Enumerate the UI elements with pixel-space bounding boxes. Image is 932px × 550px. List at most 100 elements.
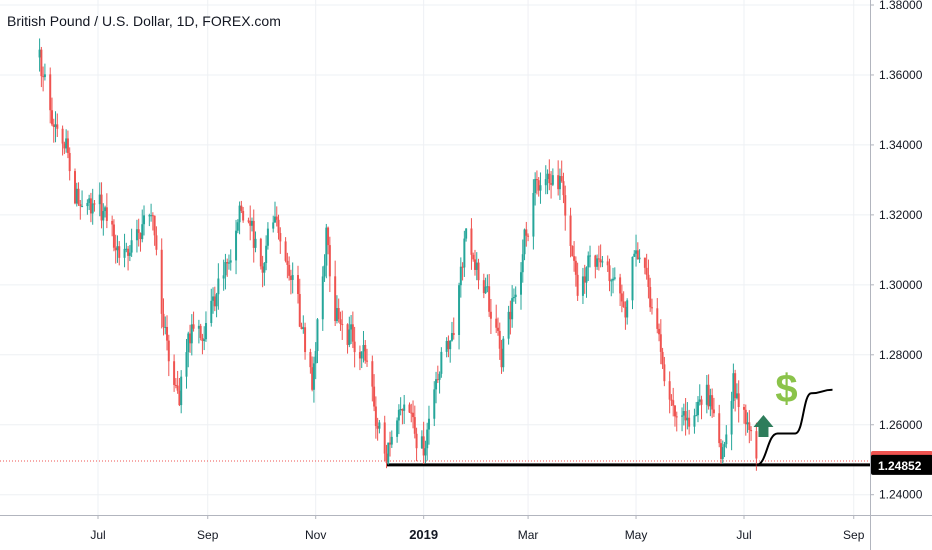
y-tick-label: 1.26000 <box>879 418 923 432</box>
candle <box>403 394 406 424</box>
candle-body <box>75 188 78 204</box>
candle-body <box>284 241 287 261</box>
candle-body <box>472 254 475 260</box>
candle <box>445 337 448 358</box>
candle-body <box>581 276 584 296</box>
candle <box>337 298 340 323</box>
candle <box>656 298 659 334</box>
candle <box>415 427 418 462</box>
candle-body <box>631 256 634 301</box>
candle <box>153 215 156 246</box>
candle <box>127 245 130 271</box>
x-tick-label: Sep <box>197 528 219 542</box>
candle <box>286 252 289 279</box>
candle-body <box>309 352 312 368</box>
candle-body <box>502 338 505 368</box>
candle <box>224 253 227 290</box>
candle-body <box>385 453 388 463</box>
candle <box>52 118 55 143</box>
candle-body <box>215 294 218 307</box>
candle-body <box>512 296 515 299</box>
candle <box>102 203 105 236</box>
x-tick-label: May <box>625 528 648 542</box>
candle-body <box>539 185 542 191</box>
candle-body <box>43 74 46 78</box>
candle-body <box>66 138 69 153</box>
candle-body <box>351 324 354 342</box>
candle-body <box>50 110 53 125</box>
candle <box>612 267 615 294</box>
candle <box>291 262 294 294</box>
candle <box>459 257 462 298</box>
candle-body <box>408 404 411 413</box>
candle-body <box>450 333 453 341</box>
candle <box>385 444 388 469</box>
candle <box>364 340 367 364</box>
candle-body <box>459 266 462 286</box>
candle <box>426 422 429 461</box>
candle-body <box>187 333 190 353</box>
candle-body <box>550 183 553 185</box>
candle-body <box>696 401 699 416</box>
candle <box>624 301 627 330</box>
candle-body <box>452 333 455 335</box>
candle <box>362 330 365 363</box>
candle <box>335 295 338 324</box>
candle-body <box>546 173 549 180</box>
candle <box>135 219 138 253</box>
candle <box>350 315 353 345</box>
candle-body <box>688 417 691 427</box>
candle <box>151 212 154 231</box>
candle-body <box>190 324 193 344</box>
candle-body <box>56 124 59 129</box>
candle-body <box>663 364 666 382</box>
candle <box>111 215 114 237</box>
candle <box>670 394 673 407</box>
candle-body <box>298 293 301 327</box>
candle-body <box>658 328 661 335</box>
candle-body <box>337 308 340 320</box>
candle-body <box>93 203 96 205</box>
candle <box>383 415 386 461</box>
candle-body <box>178 390 181 406</box>
candle-body <box>151 215 154 217</box>
candle-body <box>709 395 712 407</box>
candle <box>185 338 188 389</box>
candle-body <box>574 260 577 275</box>
candle-body <box>242 210 245 221</box>
candle <box>187 331 190 368</box>
candle <box>227 254 230 270</box>
candle-body <box>350 324 353 330</box>
candle <box>438 371 441 394</box>
x-tick-label: 2019 <box>409 527 438 542</box>
candle <box>589 245 592 268</box>
candle <box>238 201 241 235</box>
candle-body <box>626 300 629 318</box>
candle <box>461 262 464 281</box>
candle-body <box>378 422 381 429</box>
candle <box>143 205 146 236</box>
candle-body <box>160 249 163 314</box>
candle <box>523 228 526 261</box>
candle-body <box>111 220 114 225</box>
candle-body <box>112 224 115 248</box>
candle-body <box>712 409 715 414</box>
candle-body <box>189 333 192 344</box>
candle <box>408 402 411 414</box>
candle <box>91 188 94 225</box>
candle <box>148 213 151 227</box>
candle <box>427 405 430 445</box>
candle <box>635 234 638 267</box>
candle <box>569 207 572 258</box>
candle-body <box>213 296 216 307</box>
candle <box>610 278 613 297</box>
candle-body <box>335 308 338 322</box>
up-arrow-icon <box>753 414 774 437</box>
candle <box>436 365 439 384</box>
candle <box>316 318 319 364</box>
candle <box>507 305 510 345</box>
candle-body <box>91 203 94 214</box>
candle <box>65 129 68 153</box>
candle <box>236 219 239 234</box>
candle <box>521 239 524 283</box>
